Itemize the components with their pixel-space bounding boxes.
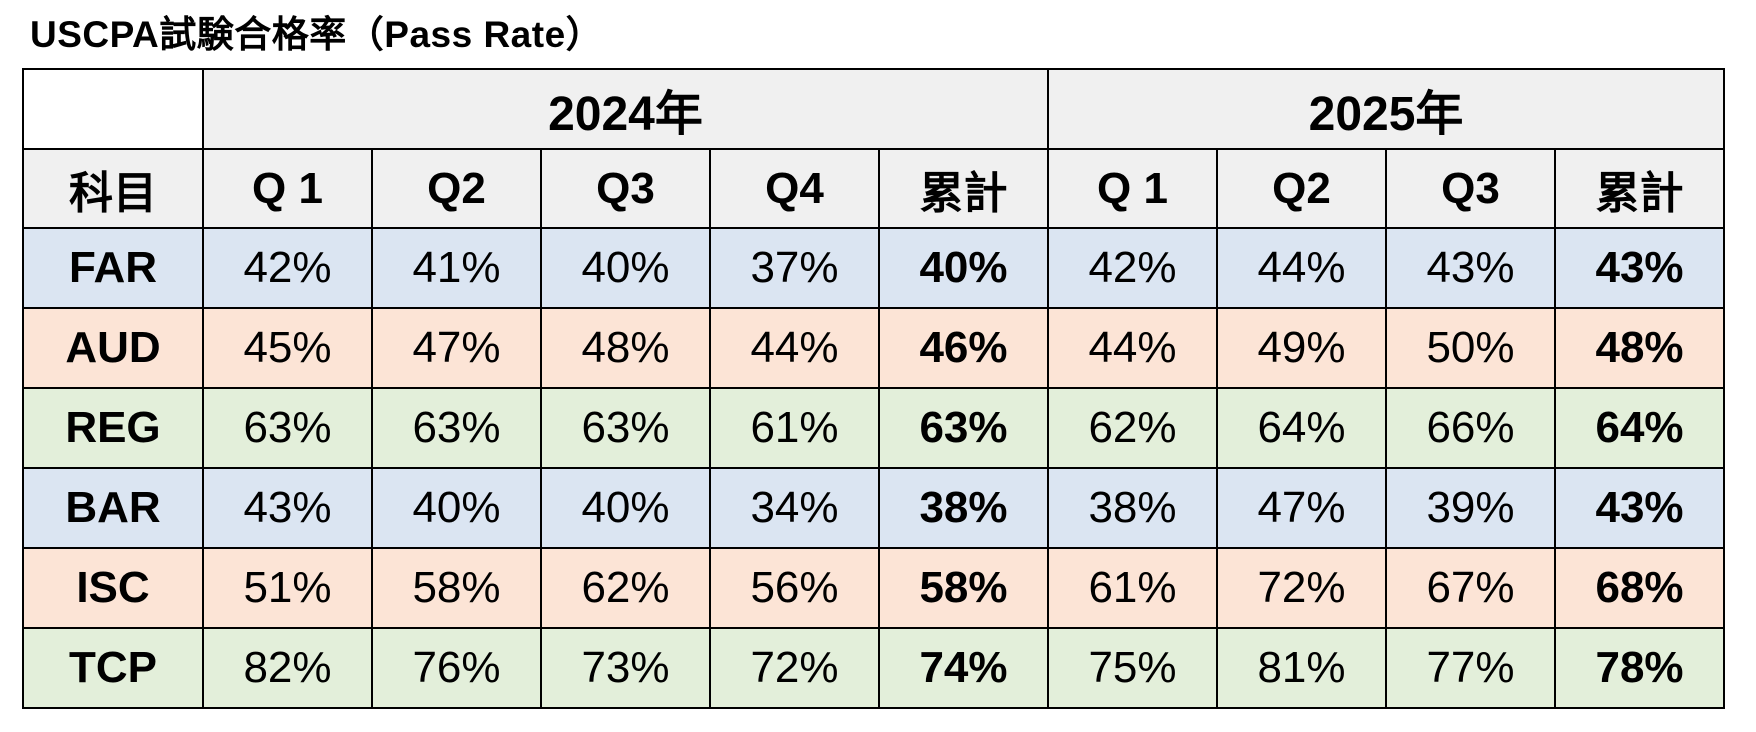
- cumulative-value-cell: 40%: [878, 227, 1049, 309]
- value-cell: 42%: [1047, 227, 1218, 309]
- column-header-2025-q2: Q2: [1216, 148, 1387, 229]
- table-row-bar: BAR 43% 40% 40% 34% 38% 38% 47% 39% 43%: [22, 467, 1726, 549]
- pass-rate-table: 2024年 2025年 科目 Q 1 Q2 Q3 Q4 累計 Q 1 Q2 Q3…: [22, 68, 1726, 709]
- column-header-2025-q1: Q 1: [1047, 148, 1218, 229]
- column-header-row: 科目 Q 1 Q2 Q3 Q4 累計 Q 1 Q2 Q3 累計: [22, 148, 1726, 229]
- cumulative-value-cell: 48%: [1553, 307, 1726, 389]
- value-cell: 44%: [709, 307, 880, 389]
- value-cell: 37%: [709, 227, 880, 309]
- value-cell: 50%: [1385, 307, 1556, 389]
- value-cell: 63%: [202, 387, 373, 469]
- subject-cell: REG: [22, 387, 204, 469]
- value-cell: 66%: [1385, 387, 1556, 469]
- cumulative-value-cell: 74%: [878, 627, 1049, 709]
- cumulative-value-cell: 78%: [1553, 627, 1726, 709]
- value-cell: 44%: [1047, 307, 1218, 389]
- table-row-aud: AUD 45% 47% 48% 44% 46% 44% 49% 50% 48%: [22, 307, 1726, 389]
- cumulative-value-cell: 63%: [878, 387, 1049, 469]
- table-row-tcp: TCP 82% 76% 73% 72% 74% 75% 81% 77% 78%: [22, 627, 1726, 709]
- value-cell: 67%: [1385, 547, 1556, 629]
- value-cell: 75%: [1047, 627, 1218, 709]
- value-cell: 73%: [540, 627, 711, 709]
- column-header-2024-q1: Q 1: [202, 148, 373, 229]
- value-cell: 58%: [371, 547, 542, 629]
- year-header-row: 2024年 2025年: [22, 68, 1726, 150]
- value-cell: 62%: [540, 547, 711, 629]
- value-cell: 81%: [1216, 627, 1387, 709]
- cumulative-value-cell: 64%: [1553, 387, 1726, 469]
- column-header-2024-q3: Q3: [540, 148, 711, 229]
- value-cell: 76%: [371, 627, 542, 709]
- value-cell: 34%: [709, 467, 880, 549]
- value-cell: 43%: [202, 467, 373, 549]
- subject-cell: AUD: [22, 307, 204, 389]
- value-cell: 45%: [202, 307, 373, 389]
- cumulative-value-cell: 68%: [1553, 547, 1726, 629]
- value-cell: 38%: [1047, 467, 1218, 549]
- subject-cell: TCP: [22, 627, 204, 709]
- value-cell: 40%: [540, 227, 711, 309]
- value-cell: 40%: [371, 467, 542, 549]
- table-row-far: FAR 42% 41% 40% 37% 40% 42% 44% 43% 43%: [22, 227, 1726, 309]
- value-cell: 39%: [1385, 467, 1556, 549]
- column-header-2024-q2: Q2: [371, 148, 542, 229]
- year-header-2025: 2025年: [1046, 68, 1726, 150]
- value-cell: 61%: [709, 387, 880, 469]
- year-header-2024: 2024年: [202, 68, 1049, 150]
- value-cell: 64%: [1216, 387, 1387, 469]
- page-title: USCPA試験合格率（Pass Rate）: [30, 14, 604, 55]
- value-cell: 40%: [540, 467, 711, 549]
- column-header-2025-q3: Q3: [1385, 148, 1556, 229]
- value-cell: 61%: [1047, 547, 1218, 629]
- value-cell: 62%: [1047, 387, 1218, 469]
- value-cell: 77%: [1385, 627, 1556, 709]
- subject-cell: BAR: [22, 467, 204, 549]
- column-header-2025-cumulative: 累計: [1553, 148, 1726, 229]
- cumulative-value-cell: 58%: [878, 547, 1049, 629]
- value-cell: 44%: [1216, 227, 1387, 309]
- table-row-reg: REG 63% 63% 63% 61% 63% 62% 64% 66% 64%: [22, 387, 1726, 469]
- value-cell: 63%: [540, 387, 711, 469]
- value-cell: 63%: [371, 387, 542, 469]
- subject-cell: ISC: [22, 547, 204, 629]
- cumulative-value-cell: 38%: [878, 467, 1049, 549]
- value-cell: 51%: [202, 547, 373, 629]
- cumulative-value-cell: 43%: [1553, 467, 1726, 549]
- value-cell: 82%: [202, 627, 373, 709]
- value-cell: 43%: [1385, 227, 1556, 309]
- value-cell: 56%: [709, 547, 880, 629]
- value-cell: 72%: [1216, 547, 1387, 629]
- value-cell: 42%: [202, 227, 373, 309]
- corner-spacer: [22, 68, 204, 150]
- value-cell: 47%: [1216, 467, 1387, 549]
- value-cell: 72%: [709, 627, 880, 709]
- column-header-subject: 科目: [22, 148, 204, 229]
- value-cell: 49%: [1216, 307, 1387, 389]
- value-cell: 47%: [371, 307, 542, 389]
- cumulative-value-cell: 43%: [1553, 227, 1726, 309]
- column-header-2024-cumulative: 累計: [878, 148, 1049, 229]
- cumulative-value-cell: 46%: [878, 307, 1049, 389]
- subject-cell: FAR: [22, 227, 204, 309]
- value-cell: 41%: [371, 227, 542, 309]
- table-row-isc: ISC 51% 58% 62% 56% 58% 61% 72% 67% 68%: [22, 547, 1726, 629]
- column-header-2024-q4: Q4: [709, 148, 880, 229]
- value-cell: 48%: [540, 307, 711, 389]
